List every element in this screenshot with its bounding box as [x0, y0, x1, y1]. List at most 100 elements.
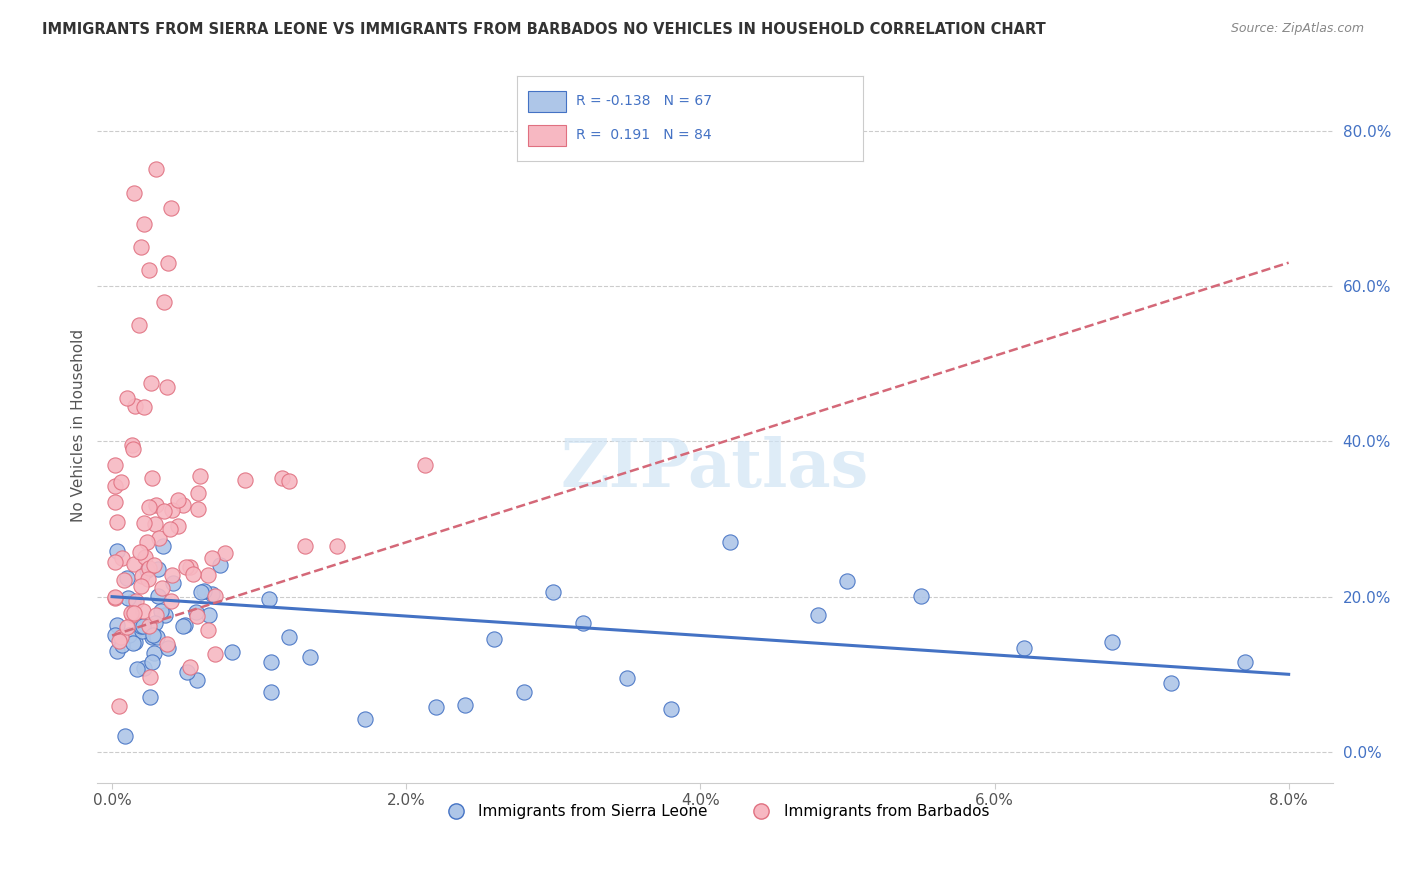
Point — [134, 217, 156, 231]
Point — [353, 712, 375, 726]
Point — [110, 638, 132, 652]
Point — [108, 633, 131, 648]
Point — [260, 655, 283, 669]
Point — [186, 673, 208, 687]
Point — [201, 551, 224, 566]
Point — [172, 498, 194, 512]
Point — [105, 617, 128, 632]
Point — [186, 605, 208, 619]
Point — [160, 594, 183, 608]
Point — [114, 730, 136, 744]
Point — [204, 647, 226, 661]
Point — [115, 620, 138, 634]
Point — [104, 458, 127, 472]
Point — [108, 698, 131, 713]
Point — [233, 473, 256, 487]
Point — [221, 645, 243, 659]
Point — [152, 539, 174, 553]
Point — [146, 589, 169, 603]
Point — [188, 468, 211, 483]
Point — [156, 637, 179, 651]
Point — [156, 380, 179, 394]
Point — [299, 650, 322, 665]
Point — [128, 545, 150, 559]
Point — [150, 581, 173, 595]
Point — [187, 485, 209, 500]
Point — [425, 699, 447, 714]
Text: IMMIGRANTS FROM SIERRA LEONE VS IMMIGRANTS FROM BARBADOS NO VEHICLES IN HOUSEHOL: IMMIGRANTS FROM SIERRA LEONE VS IMMIGRAN… — [42, 22, 1046, 37]
Point — [571, 616, 593, 631]
Point — [104, 590, 127, 604]
Point — [156, 255, 179, 269]
Point — [176, 665, 198, 680]
Point — [132, 661, 155, 675]
Y-axis label: No Vehicles in Household: No Vehicles in Household — [72, 329, 86, 523]
Point — [145, 631, 167, 645]
Point — [105, 515, 128, 529]
Point — [278, 631, 301, 645]
Point — [174, 618, 197, 632]
Point — [138, 561, 160, 575]
Point — [131, 624, 153, 639]
Point — [454, 698, 477, 712]
Point — [260, 685, 283, 699]
Point — [1012, 640, 1035, 655]
Point — [718, 535, 741, 549]
Point — [157, 640, 180, 655]
Point — [143, 616, 166, 631]
Point — [162, 576, 184, 591]
Point — [277, 474, 299, 488]
Point — [186, 609, 208, 624]
Point — [160, 202, 183, 216]
Point — [197, 623, 219, 637]
Point — [142, 646, 165, 660]
Point — [543, 585, 565, 599]
Point — [117, 591, 139, 606]
Point — [115, 571, 138, 585]
Point — [136, 535, 159, 549]
Point — [145, 516, 167, 531]
Point — [152, 504, 174, 518]
Point — [152, 294, 174, 309]
Point — [122, 558, 145, 572]
Point — [513, 685, 536, 699]
Point — [146, 562, 169, 576]
Point — [122, 607, 145, 621]
Point — [124, 399, 146, 413]
Point — [1160, 676, 1182, 690]
Point — [132, 621, 155, 635]
Point — [659, 702, 682, 716]
Point — [136, 563, 159, 577]
Point — [104, 591, 127, 606]
Point — [179, 560, 201, 574]
Point — [138, 572, 160, 586]
Point — [131, 240, 153, 254]
Point — [484, 632, 506, 647]
Point — [122, 442, 145, 456]
Point — [326, 539, 349, 553]
Point — [104, 495, 127, 509]
Point — [193, 583, 215, 598]
Point — [111, 550, 134, 565]
Point — [197, 568, 219, 582]
Point — [141, 655, 163, 669]
Point — [616, 671, 638, 685]
Point — [145, 607, 167, 622]
Point — [131, 619, 153, 633]
Point — [172, 618, 194, 632]
Point — [138, 500, 160, 515]
Point — [125, 594, 148, 608]
Point — [187, 501, 209, 516]
Point — [159, 522, 181, 536]
Point — [104, 628, 127, 642]
Point — [122, 636, 145, 650]
Legend: Immigrants from Sierra Leone, Immigrants from Barbados: Immigrants from Sierra Leone, Immigrants… — [434, 798, 995, 825]
Point — [104, 555, 127, 569]
Point — [166, 518, 188, 533]
Point — [910, 589, 932, 603]
Point — [105, 544, 128, 558]
Point — [837, 574, 859, 588]
Point — [807, 607, 830, 622]
Point — [118, 627, 141, 641]
Point — [145, 162, 167, 177]
